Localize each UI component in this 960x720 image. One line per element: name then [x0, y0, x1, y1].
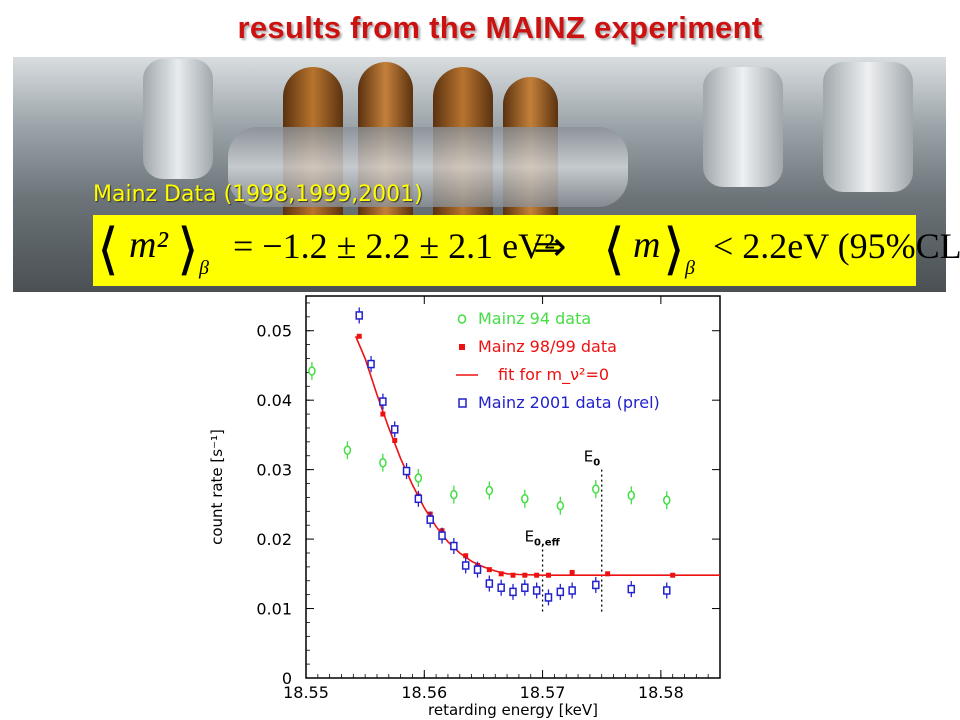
formula-box: ⟨ m² ⟩ β = −1.2 ± 2.2 ± 2.1 eV² ⇒ ⟨ m ⟩ … — [93, 215, 960, 286]
data-point-mainz2001 — [390, 425, 399, 434]
data-point-mainz2001 — [627, 584, 636, 594]
data-point-mainz94 — [627, 490, 636, 501]
legend-label: Mainz 2001 data (prel) — [478, 393, 660, 412]
data-point-mainz2001 — [485, 579, 494, 588]
data-point-mainz9899 — [356, 333, 362, 339]
angle-bracket: ⟨ — [97, 219, 119, 281]
data-point-mainz2001 — [521, 583, 529, 592]
legend-swatch — [459, 344, 465, 350]
data-point-mainz94 — [521, 494, 529, 504]
data-point-mainz94 — [485, 485, 494, 496]
y-tick-label: 0.05 — [256, 322, 292, 341]
fit-curve — [354, 335, 720, 577]
data-point-mainz94 — [450, 489, 458, 500]
x-tick-label: 18.55 — [283, 683, 329, 702]
legend-label: Mainz 94 data — [478, 309, 591, 328]
data-point-mainz9899 — [510, 572, 516, 578]
y-tick-label: 0.04 — [256, 391, 292, 410]
foil-wrap — [228, 127, 628, 207]
data-marks: E0,eff E0 — [308, 307, 720, 613]
angle-bracket: ⟩ — [663, 219, 685, 281]
legend: Mainz 94 data Mainz 98/99 data fit for m_ν… — [456, 309, 660, 412]
formula-lhs: m² — [129, 224, 168, 266]
data-point-mainz9899 — [569, 569, 575, 575]
data-point-mainz2001 — [461, 561, 470, 570]
data-point-mainz2001 — [473, 565, 482, 574]
data-point-mainz2001 — [568, 586, 576, 595]
data-point-mainz9899 — [498, 571, 504, 577]
data-point-mainz2001 — [556, 587, 565, 597]
cryostat-tank — [143, 59, 213, 179]
data-point-mainz2001 — [592, 580, 600, 590]
data-point-mainz2001 — [450, 541, 458, 551]
data-point-mainz9899 — [463, 553, 469, 559]
formula-bound: < 2.2eV (95%CL) — [713, 226, 960, 266]
data-point-mainz9899 — [392, 437, 398, 443]
cryostat-tank — [823, 62, 913, 192]
angle-bracket: ⟩ — [177, 219, 199, 281]
data-point-mainz94 — [379, 457, 387, 468]
y-axis-label: count rate [s⁻¹] — [208, 429, 226, 545]
data-point-mainz2001 — [532, 586, 541, 595]
data-point-mainz94 — [343, 445, 352, 455]
data-point-mainz2001 — [379, 397, 387, 406]
data-point-mainz2001 — [355, 311, 363, 320]
y-tick-label: 0.02 — [256, 530, 292, 549]
cryostat-tank — [703, 67, 783, 187]
slide-title: results from the MAINZ experiment — [237, 10, 763, 45]
legend-swatch — [457, 314, 467, 324]
legend-label: Mainz 98/99 data — [478, 337, 617, 356]
x-axis-label: retarding energy [keV] — [428, 701, 598, 719]
data-point-mainz2001 — [414, 494, 423, 504]
x-tick-label: 18.58 — [638, 683, 684, 702]
formula-value: = −1.2 ± 2.2 ± 2.1 eV² — [233, 226, 555, 266]
x-tick-label: 18.57 — [520, 683, 566, 702]
x-tick-label: 18.56 — [401, 683, 447, 702]
legend-swatch — [458, 398, 467, 408]
plot-frame — [305, 295, 721, 679]
data-point-mainz94 — [556, 501, 565, 511]
data-point-mainz2001 — [402, 466, 411, 476]
axes: 0 0.01 0.02 0.03 0.04 0.05 18.55 18.56 18.57 18.5… — [256, 296, 720, 702]
y-tick-label: 0.03 — [256, 461, 292, 480]
angle-bracket: ⟨ — [603, 219, 625, 281]
data-point-mainz94 — [663, 495, 671, 505]
data-point-mainz2001 — [544, 593, 553, 602]
data-point-mainz2001 — [497, 583, 505, 592]
data-point-mainz9899 — [380, 411, 386, 417]
formula-lhs-sub: β — [199, 257, 209, 279]
formula-rhs: m — [633, 224, 661, 266]
data-point-mainz2001 — [509, 587, 517, 597]
data-point-mainz94 — [414, 473, 423, 483]
data-point-mainz2001 — [367, 359, 375, 369]
data-point-mainz94 — [308, 366, 316, 376]
legend-label: fit for m_ν²=0 — [498, 365, 609, 385]
y-tick-label: 0 — [282, 669, 292, 688]
data-point-mainz9899 — [605, 571, 611, 577]
formula-rhs-sub: β — [685, 257, 695, 279]
data-point-mainz2001 — [426, 515, 434, 524]
y-tick-label: 0.01 — [256, 600, 292, 619]
data-point-mainz94 — [592, 484, 600, 494]
photo-caption: Mainz Data (1998,1999,2001) — [93, 182, 423, 207]
data-point-mainz2001 — [438, 531, 446, 540]
endpoint-marker-label: E0 — [584, 448, 600, 469]
data-point-mainz2001 — [663, 586, 671, 595]
implies-arrow: ⇒ — [533, 224, 567, 269]
endpoint-marker-label: E0,eff — [525, 528, 561, 549]
